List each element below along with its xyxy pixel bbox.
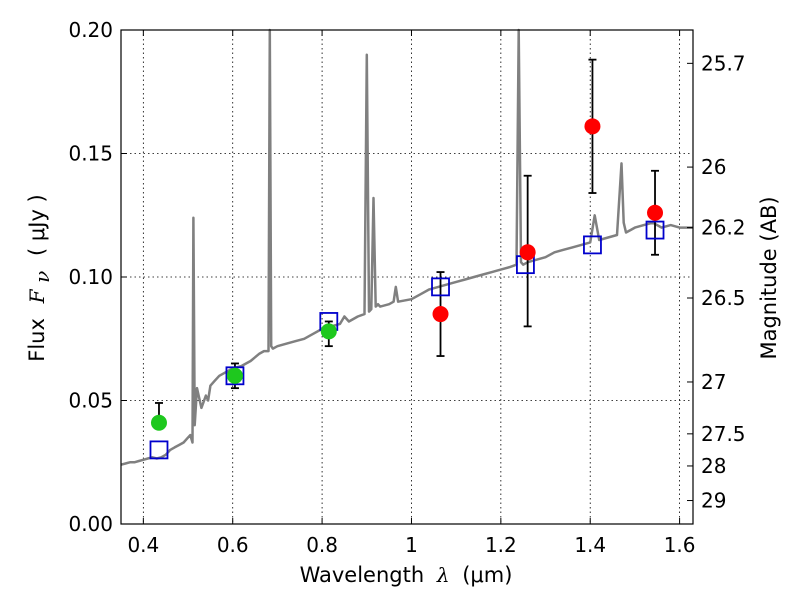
x-tick-label: 1.4	[574, 533, 606, 557]
square-marker	[645, 220, 665, 240]
spectrum-series	[120, 28, 693, 466]
y-tick-label: 0.00	[68, 512, 113, 536]
axis-ticks: 0.4 0.6 0.8 1 1.2 1.4 1.6 0.00 0.05 0.10 0.15 0.20 2…	[68, 18, 745, 557]
x-tick-label: 1.6	[664, 533, 696, 557]
y-axis-label: Flux F ν ( μJy )	[25, 194, 54, 362]
square-marker	[431, 277, 450, 297]
x-tick-label: 0.4	[127, 533, 159, 557]
grid-lines	[121, 29, 693, 525]
y2-tick-label: 25.7	[701, 51, 746, 75]
y-tick-label: 0.05	[68, 389, 113, 413]
y2-tick-label: 27	[701, 370, 726, 394]
circle-marker	[320, 323, 337, 340]
y2-tick-label: 28	[701, 454, 726, 478]
circle-marker	[584, 118, 601, 135]
y-tick-label: 0.20	[68, 18, 113, 42]
x-tick-label: 0.6	[217, 533, 249, 557]
y2-tick-label: 29	[701, 489, 726, 513]
square-markers	[149, 220, 665, 460]
y-tick-label: 0.10	[68, 265, 113, 289]
circle-markers	[150, 118, 664, 431]
circle-marker	[150, 414, 167, 431]
y2-tick-label: 26.2	[701, 216, 746, 240]
y2-tick-label: 26	[701, 155, 726, 179]
y2-tick-label: 27.5	[701, 422, 746, 446]
spectrum-line	[120, 28, 693, 466]
circle-marker	[432, 306, 449, 323]
y2-tick-label: 26.5	[701, 286, 746, 310]
x-tick-label: 1.2	[485, 533, 517, 557]
x-axis-label: Wavelength λ (μm)	[300, 563, 513, 587]
circle-marker	[647, 204, 664, 221]
square-marker	[583, 235, 602, 255]
square-marker	[225, 366, 245, 386]
circle-marker	[519, 244, 536, 261]
y2-axis-label: Magnitude (AB)	[757, 196, 781, 359]
x-tick-label: 0.8	[306, 533, 338, 557]
y-tick-label: 0.15	[68, 142, 113, 166]
x-tick-label: 1	[405, 533, 418, 557]
square-marker	[149, 440, 169, 460]
circle-marker	[226, 367, 243, 384]
